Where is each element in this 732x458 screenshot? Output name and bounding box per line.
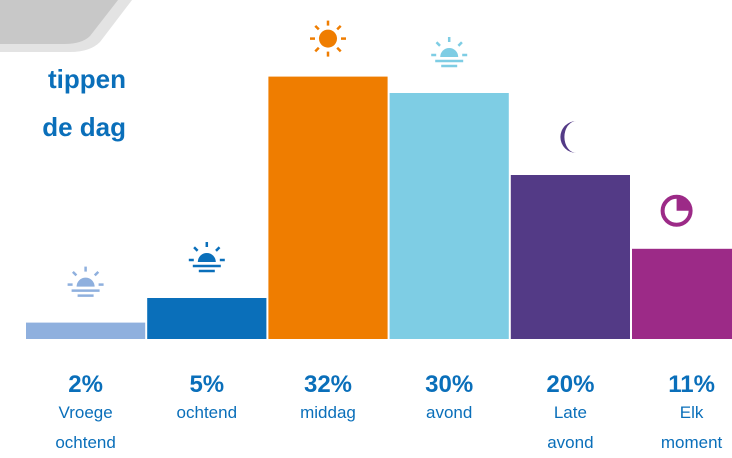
value-label: 20% (546, 371, 594, 398)
bar-icon (310, 20, 346, 57)
value-label: 11% (668, 371, 715, 398)
value-label: 30% (425, 371, 473, 398)
icon-part (560, 121, 577, 153)
bar (510, 175, 630, 339)
bar (147, 298, 267, 339)
icon-part (336, 46, 342, 53)
icon-part (440, 48, 459, 57)
x-tick-label: middag (300, 403, 356, 422)
icon-part (197, 253, 216, 262)
icon-part (215, 246, 221, 252)
decor-swoosh (0, 0, 118, 44)
bar-icon (660, 194, 693, 227)
x-tick-label: Vroege ochtend (55, 403, 116, 452)
chart-title: tippen (48, 64, 126, 94)
icon-part (336, 24, 342, 31)
x-tick-label: Elk moment (660, 403, 723, 452)
bar (389, 93, 509, 339)
icon-part (435, 41, 441, 47)
icon-part (93, 270, 100, 277)
bar-icon (67, 266, 104, 297)
x-tick-label: Late avond (547, 403, 594, 452)
bar-icon (560, 121, 577, 153)
bar (268, 76, 388, 339)
icon-part (457, 41, 463, 47)
x-tick-label: avond (426, 403, 473, 422)
chart-title: de dag (42, 112, 126, 142)
bar (26, 322, 146, 339)
icon-part (193, 246, 199, 252)
bar-icon (188, 242, 225, 273)
icon-part (76, 277, 95, 287)
icon-part (314, 46, 320, 53)
icon-part (71, 270, 78, 277)
x-tick-label: ochtend (176, 403, 238, 422)
icon-part (314, 24, 320, 31)
icon-part (676, 196, 691, 211)
value-label: 5% (189, 371, 224, 398)
bar (632, 248, 732, 339)
icon-part (319, 29, 337, 48)
bar-icon (431, 37, 468, 68)
value-label: 2% (68, 371, 103, 398)
value-label: 32% (304, 371, 352, 398)
